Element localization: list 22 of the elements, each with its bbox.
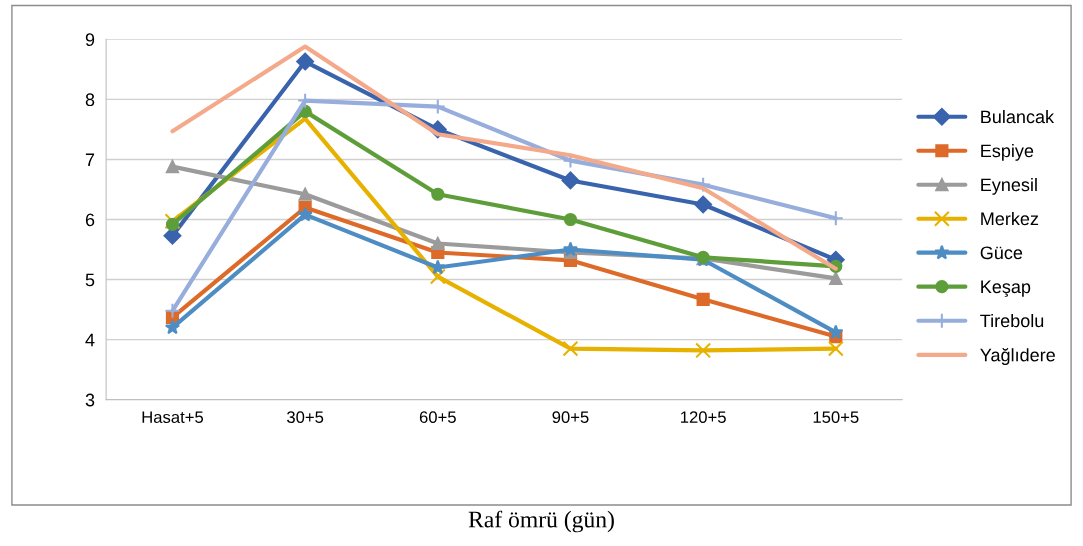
legend-label: Güce [980, 246, 1023, 260]
y-tick-label: 5 [85, 273, 95, 287]
legend-label: Bulancak [981, 110, 1055, 124]
legend-label: Merkez [981, 211, 1039, 226]
x-tick-label: 90+5 [552, 411, 589, 424]
legend-label: Eynesil [981, 177, 1037, 195]
x-tick-label: 60+5 [419, 411, 456, 424]
x-tick-label: Hasat+5 [142, 411, 204, 424]
y-tick-label: 9 [85, 33, 95, 47]
x-tick-label: 150+5 [813, 411, 859, 424]
x-tick-label: 30+5 [287, 411, 324, 424]
x-tick-label: 120+5 [681, 411, 726, 424]
x-axis-title: Raf ömrü (gün) [468, 510, 614, 533]
y-tick-label: 4 [85, 333, 95, 347]
y-tick-label: 3 [85, 393, 95, 407]
legend-label: Yağlıdere [980, 347, 1055, 366]
y-tick-label: 7 [85, 153, 95, 166]
legend-label: Espiye [981, 143, 1034, 161]
y-tick-label: 8 [85, 93, 95, 107]
y-tick-label: 6 [85, 213, 95, 227]
legend-label: Keşap [981, 280, 1031, 297]
legend-label: Tirebolu [980, 313, 1044, 328]
